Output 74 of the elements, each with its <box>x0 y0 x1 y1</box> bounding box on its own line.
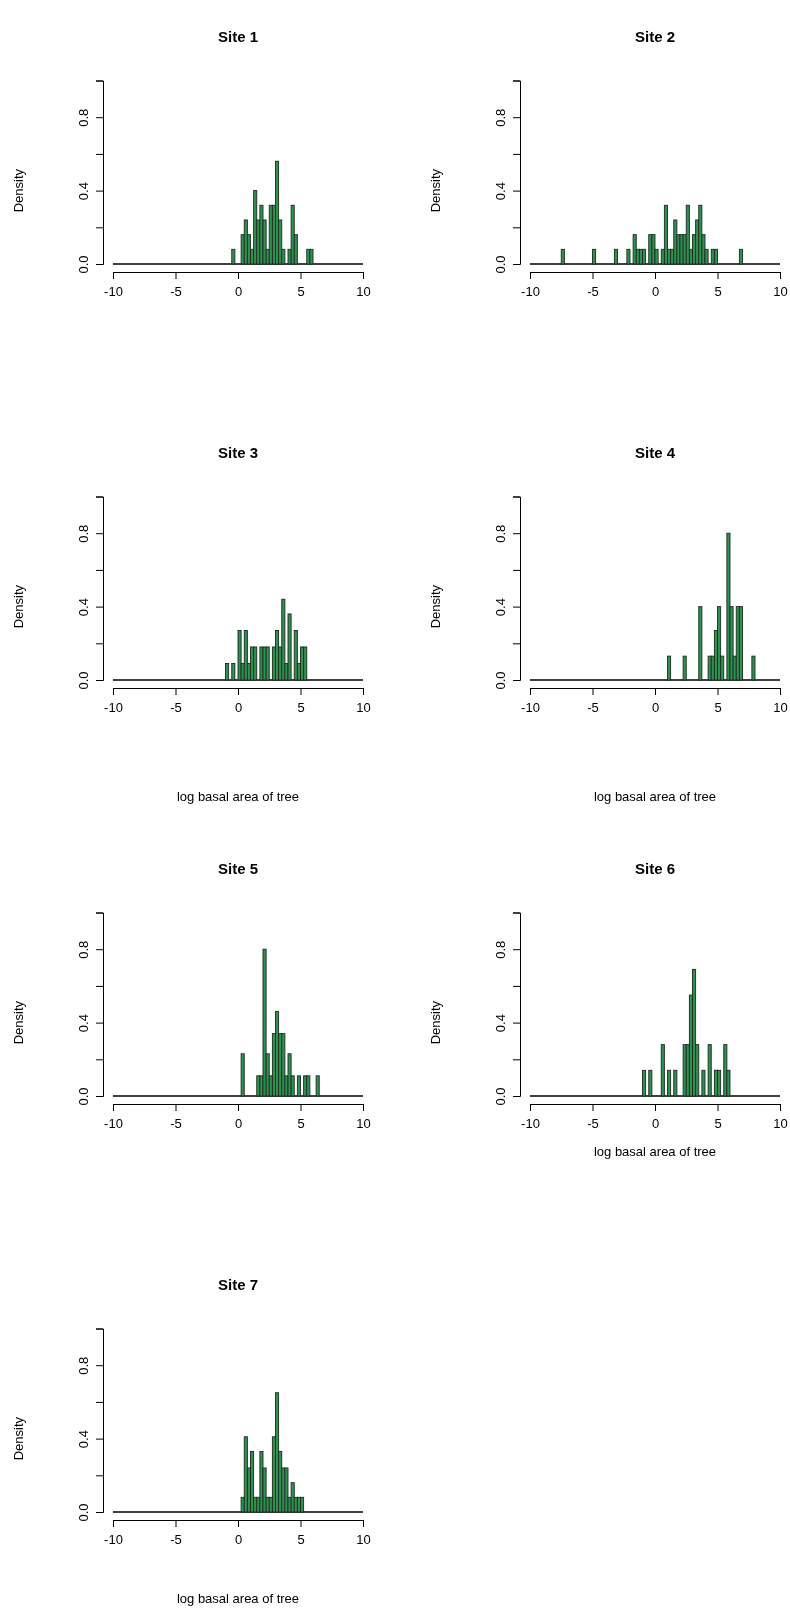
x-axis-title: log basal area of tree <box>593 1144 717 1159</box>
chart-title: Site 2 <box>634 28 676 45</box>
y-tick-label: 0.8 <box>492 108 508 127</box>
y-axis-title: Density <box>427 168 443 213</box>
x-tick-label: 0 <box>234 700 243 716</box>
y-axis-title: Density <box>10 168 26 213</box>
x-tick-label: -10 <box>104 1116 123 1132</box>
x-tick-label: -10 <box>104 284 123 300</box>
chart-title: Site 5 <box>217 860 259 877</box>
x-tick-label: 0 <box>234 1532 243 1548</box>
y-tick-label: 0.0 <box>75 1087 91 1106</box>
x-tick-label: -5 <box>170 1532 182 1548</box>
x-tick-label: 5 <box>714 284 722 300</box>
x-tick-label: -5 <box>170 284 182 300</box>
y-tick-label: 0.0 <box>75 1503 91 1522</box>
x-tick-label: 0 <box>651 1116 660 1132</box>
x-tick-label: -10 <box>104 1532 123 1548</box>
chart-title: Site 7 <box>217 1276 259 1293</box>
y-axis-title: Density <box>10 1000 26 1045</box>
x-tick-label: 0 <box>234 1116 243 1132</box>
y-tick-label: 0.4 <box>492 182 508 201</box>
y-tick-label: 0.0 <box>75 255 91 274</box>
y-tick-label: 0.4 <box>492 598 508 617</box>
x-tick-label: -10 <box>104 700 123 716</box>
y-tick-label: 0.4 <box>492 1014 508 1033</box>
x-tick-label: -5 <box>587 284 599 300</box>
x-tick-label: 0 <box>234 284 243 300</box>
chart-title: Site 1 <box>217 28 259 45</box>
y-tick-label: 0.0 <box>75 671 91 690</box>
y-tick-label: 0.8 <box>75 108 91 127</box>
chart-title: Site 4 <box>634 444 676 461</box>
y-axis-title: Density <box>10 1416 26 1461</box>
x-tick-label: 10 <box>356 1532 371 1548</box>
y-tick-label: 0.8 <box>75 524 91 543</box>
x-tick-label: -5 <box>170 700 182 716</box>
x-tick-label: 10 <box>773 284 788 300</box>
y-tick-label: 0.8 <box>75 940 91 959</box>
y-tick-label: 0.4 <box>75 182 91 201</box>
y-tick-label: 0.0 <box>492 671 508 690</box>
y-tick-label: 0.8 <box>492 524 508 543</box>
y-axis-title: Density <box>427 584 443 629</box>
y-axis-title: Density <box>427 1000 443 1045</box>
x-axis-title: log basal area of tree <box>593 789 717 804</box>
x-axis-title: log basal area of tree <box>176 1591 300 1606</box>
x-tick-label: 10 <box>356 284 371 300</box>
x-tick-label: 10 <box>773 1116 788 1132</box>
x-tick-label: -10 <box>521 700 540 716</box>
x-tick-label: -5 <box>587 1116 599 1132</box>
y-tick-label: 0.8 <box>492 940 508 959</box>
x-tick-label: 10 <box>356 700 371 716</box>
y-tick-label: 0.4 <box>75 598 91 617</box>
x-tick-label: 5 <box>714 1116 722 1132</box>
x-tick-label: 5 <box>714 700 722 716</box>
x-tick-label: 5 <box>297 1116 305 1132</box>
y-tick-label: 0.0 <box>492 255 508 274</box>
x-tick-label: -10 <box>521 1116 540 1132</box>
y-tick-label: 0.4 <box>75 1430 91 1449</box>
chart-title: Site 6 <box>634 860 676 877</box>
x-tick-label: -10 <box>521 284 540 300</box>
y-tick-label: 0.0 <box>492 1087 508 1106</box>
x-tick-label: 5 <box>297 284 305 300</box>
x-tick-label: 10 <box>356 1116 371 1132</box>
x-tick-label: 10 <box>773 700 788 716</box>
x-tick-label: 0 <box>651 284 660 300</box>
x-tick-label: 5 <box>297 700 305 716</box>
x-tick-label: -5 <box>587 700 599 716</box>
chart-title: Site 3 <box>217 444 259 461</box>
x-axis-title: log basal area of tree <box>176 789 300 804</box>
y-axis-title: Density <box>10 584 26 629</box>
x-tick-label: 5 <box>297 1532 305 1548</box>
x-tick-label: -5 <box>170 1116 182 1132</box>
x-tick-label: 0 <box>651 700 660 716</box>
y-tick-label: 0.8 <box>75 1356 91 1375</box>
y-tick-label: 0.4 <box>75 1014 91 1033</box>
